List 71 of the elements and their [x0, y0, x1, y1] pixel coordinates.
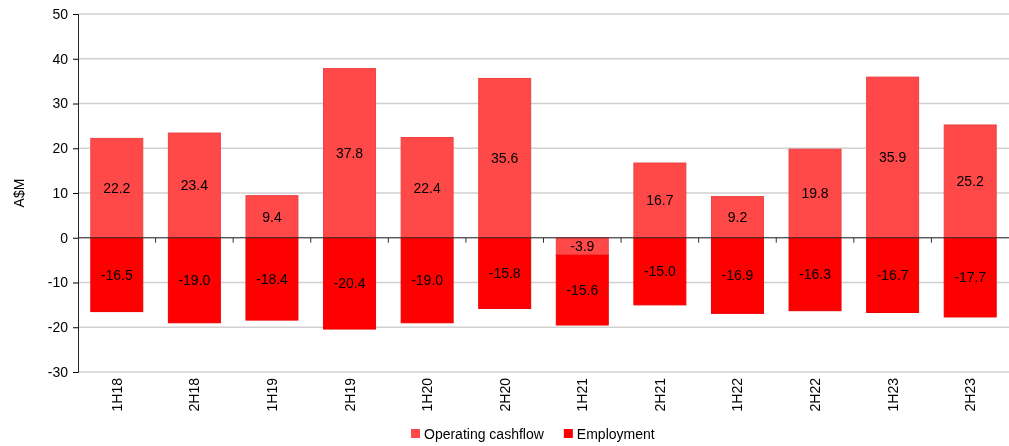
- x-tick-label: 1H23: [884, 377, 901, 412]
- x-tick-label: 2H22: [807, 377, 824, 412]
- y-tick-label: 20: [52, 140, 69, 157]
- bar: [555, 254, 609, 326]
- x-tick-label: 1H20: [419, 377, 436, 412]
- data-label: -19.0: [411, 272, 444, 289]
- x-tick-label: 1H18: [108, 377, 125, 412]
- data-label: 22.2: [103, 179, 131, 196]
- data-label: 35.9: [879, 149, 907, 166]
- x-tick-label: 2H21: [651, 377, 668, 412]
- bar: [943, 237, 997, 318]
- bar: [323, 237, 377, 330]
- data-label: 22.4: [413, 179, 441, 196]
- bar: [478, 237, 532, 309]
- x-tick-label: 2H18: [186, 377, 203, 412]
- bar: [245, 237, 299, 321]
- data-label: -16.5: [100, 266, 133, 283]
- data-label: -19.0: [178, 272, 211, 289]
- bar: [167, 132, 221, 239]
- data-label: -16.9: [721, 267, 754, 284]
- x-tick-label: 1H22: [729, 377, 746, 412]
- y-axis-title: A$M: [11, 178, 27, 208]
- bar: [90, 137, 144, 239]
- data-label: -15.8: [488, 265, 521, 281]
- data-label: 19.8: [801, 185, 829, 202]
- bar: [866, 237, 920, 313]
- bar: [633, 162, 687, 239]
- bar: [167, 237, 221, 324]
- bar: [788, 237, 842, 312]
- y-tick-label: 30: [52, 95, 69, 112]
- data-label: -17.7: [954, 269, 987, 286]
- data-label: 23.4: [180, 177, 209, 194]
- bar: [90, 237, 144, 313]
- x-tick-label: 2H19: [341, 377, 358, 412]
- data-label: 37.8: [335, 145, 364, 162]
- data-label: -15.0: [643, 263, 677, 280]
- x-tick-label: 1H21: [574, 377, 591, 412]
- legend-label: Employment: [576, 425, 655, 442]
- bar: [400, 237, 454, 324]
- data-label: 9.2: [727, 209, 748, 226]
- legend-label: Operating cashflow: [424, 425, 545, 442]
- bar: [788, 148, 842, 239]
- bar: [710, 237, 764, 314]
- data-label: -18.4: [256, 270, 289, 287]
- bar: [478, 77, 532, 239]
- bar: [710, 196, 764, 239]
- data-label: 9.4: [262, 208, 282, 225]
- y-tick-label: -30: [47, 363, 69, 380]
- bar: [323, 68, 377, 239]
- bar: [400, 137, 454, 239]
- y-tick-label: -10: [47, 274, 69, 291]
- data-label: 25.2: [956, 173, 985, 190]
- data-label: -16.3: [799, 266, 832, 283]
- data-label: 16.7: [646, 192, 674, 209]
- data-label: -3.9: [570, 238, 595, 255]
- y-tick-label: 10: [52, 184, 69, 201]
- x-tick-label: 2H23: [962, 377, 979, 412]
- y-tick-label: 0: [60, 229, 69, 246]
- x-tick-label: 2H20: [496, 377, 513, 412]
- y-tick-label: -20: [47, 319, 69, 336]
- data-label: -16.7: [876, 267, 909, 284]
- bar: [943, 124, 997, 239]
- y-tick-label: 50: [52, 5, 69, 22]
- x-tick-label: 1H19: [263, 377, 280, 412]
- y-tick-label: 40: [52, 50, 69, 67]
- data-label: -20.4: [333, 275, 366, 292]
- bar: [245, 195, 299, 239]
- data-label: 35.6: [491, 149, 519, 166]
- bar: [633, 237, 687, 306]
- data-label: -15.6: [566, 282, 599, 299]
- bar: [866, 76, 920, 239]
